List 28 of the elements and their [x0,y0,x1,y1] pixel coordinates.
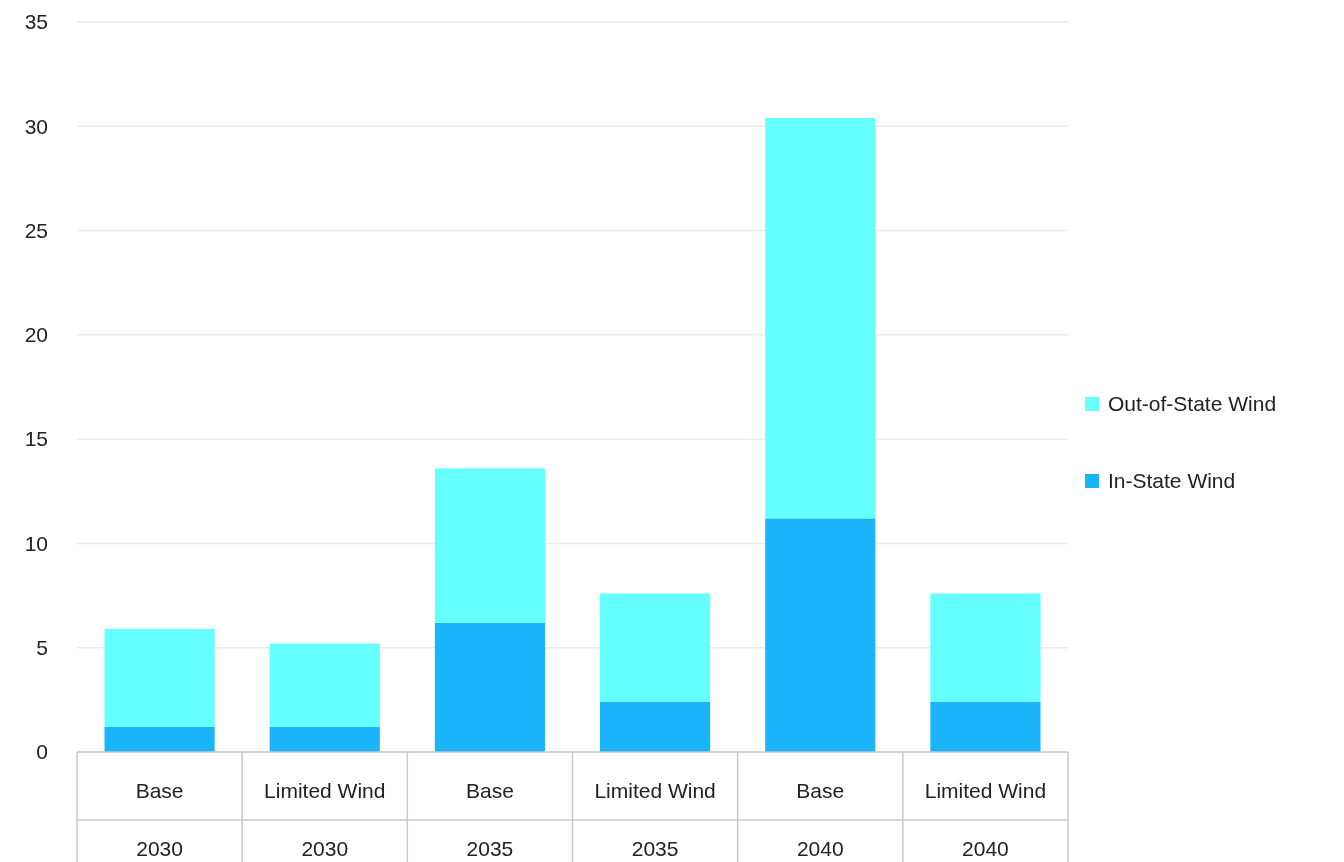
bar [930,593,1041,702]
bar [104,726,215,752]
y-tick-label: 35 [24,10,48,34]
y-tick-label: 0 [36,740,48,764]
category-label: Limited Wind 2030 [264,779,386,860]
y-tick-label: 5 [36,636,48,660]
y-tick-label: 25 [24,218,48,242]
bar [600,593,711,702]
bar [600,701,711,752]
y-tick-label: 15 [24,427,48,451]
legend-label: Out-of-State Wind [1108,392,1277,416]
bar [765,518,876,752]
category-label: Base 2035 [465,779,514,860]
bar [269,643,380,727]
category-label: Base 2030 [135,779,184,860]
category-label: Limited Wind 2035 [594,779,716,860]
bar [269,726,380,752]
bar [930,701,1041,752]
y-tick-label: 20 [24,323,48,347]
y-tick-label: 30 [24,114,48,138]
bar [104,628,215,727]
y-tick-label: 10 [24,531,48,555]
bar [434,622,545,752]
legend-label: In-State Wind [1108,469,1236,493]
bar [434,468,545,623]
category-label: Base 2040 [796,779,845,860]
category-label: Limited Wind 2040 [924,779,1047,860]
bar [765,117,876,519]
